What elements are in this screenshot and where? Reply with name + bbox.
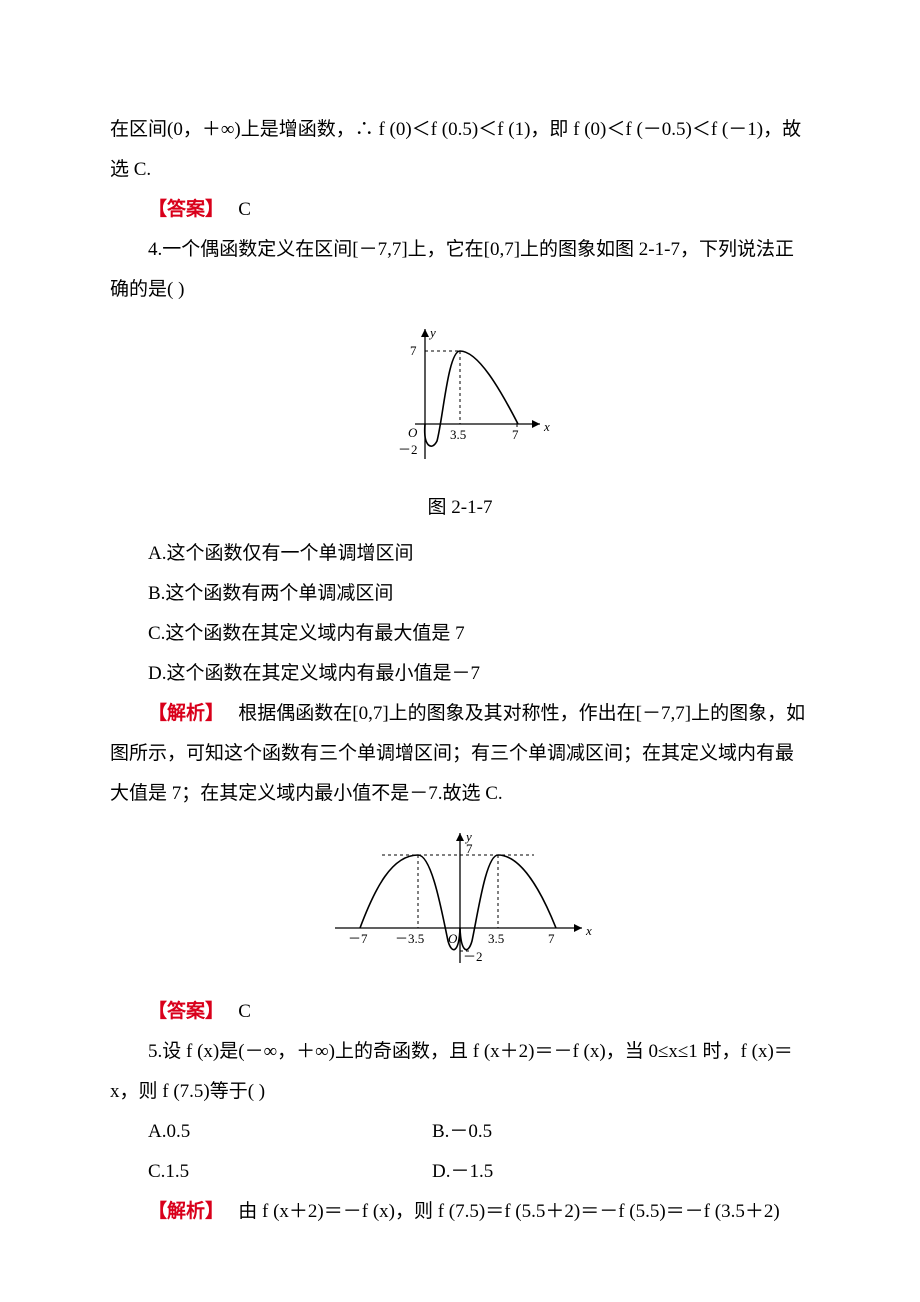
q5-stem-p1: 设 [162, 1041, 186, 1062]
q5-option-d: D.－1.5 [432, 1152, 754, 1192]
q5-stem-p2: f (x)是(－∞，＋∞)上的奇函数，且 f (x＋2)＝－f (x)，当 0≤… [110, 1041, 793, 1102]
q4-analysis: 【解析】 根据偶函数在[0,7]上的图象及其对称性，作出在[－7,7]上的图象，… [110, 694, 810, 814]
x-axis-label: x [543, 419, 550, 434]
q4-answer-value: C [238, 1001, 251, 1022]
ytick-neg2: －2 [463, 949, 483, 964]
q5-option-b: B.－0.5 [432, 1112, 754, 1152]
q5-options-row2: C.1.5 D.－1.5 [110, 1152, 810, 1192]
q4-figure-1: y x O 7 －2 3.5 7 [110, 319, 810, 484]
answer-tag: 【答案】 [148, 199, 224, 220]
q5-analysis-text: 由 f (x＋2)＝－f (x)，则 f (7.5)＝f (5.5＋2)＝－f … [238, 1201, 779, 1222]
q3-cont-text: 在区间(0，＋∞)上是增函数，∴ f (0)＜f (0.5)＜f (1)，即 f… [110, 119, 801, 180]
xtick-35: 3.5 [450, 427, 466, 442]
q4-option-b: B.这个函数有两个单调减区间 [110, 574, 810, 614]
q4-options: A.这个函数仅有一个单调增区间 B.这个函数有两个单调减区间 C.这个函数在其定… [110, 534, 810, 694]
page: 在区间(0，＋∞)上是增函数，∴ f (0)＜f (0.5)＜f (1)，即 f… [0, 0, 920, 1302]
q5-options-row1: A.0.5 B.－0.5 [110, 1112, 810, 1152]
q4-option-a: A.这个函数仅有一个单调增区间 [110, 534, 810, 574]
q3-answer-value: C [238, 199, 251, 220]
xtick-35: 3.5 [488, 931, 504, 946]
analysis-tag: 【解析】 [148, 1201, 224, 1222]
q5-stem: 5.设 f (x)是(－∞，＋∞)上的奇函数，且 f (x＋2)＝－f (x)，… [110, 1032, 810, 1112]
q4-option-d: D.这个函数在其定义域内有最小值是－7 [110, 654, 810, 694]
q5-analysis: 【解析】 由 f (x＋2)＝－f (x)，则 f (7.5)＝f (5.5＋2… [110, 1192, 810, 1232]
q5-number: 5. [148, 1041, 162, 1062]
answer-tag: 【答案】 [148, 1001, 224, 1022]
xtick-7: 7 [548, 931, 555, 946]
x-axis-label: x [585, 923, 592, 938]
q4-stem-text: 一个偶函数定义在区间[－7,7]上，它在[0,7]上的图象如图 2-1-7，下列… [110, 239, 794, 300]
xtick-neg7: －7 [348, 931, 368, 946]
graph-icon: y x O 7 －2 3.5 7 [360, 319, 560, 469]
q5-option-a: A.0.5 [110, 1112, 432, 1152]
q4-option-c: C.这个函数在其定义域内有最大值是 7 [110, 614, 810, 654]
q4-fig-caption: 图 2-1-7 [110, 488, 810, 528]
ytick-7: 7 [410, 343, 417, 358]
xtick-7: 7 [512, 427, 519, 442]
q3-answer-line: 【答案】 C [110, 190, 810, 230]
y-axis-label: y [428, 325, 436, 340]
origin-label: O [408, 425, 418, 440]
q4-figure-2: y x O 7 －2 －7 －3.5 3.5 7 [110, 823, 810, 988]
ytick-7: 7 [466, 841, 473, 856]
q4-answer-line: 【答案】 C [110, 992, 810, 1032]
graph-icon: y x O 7 －2 －7 －3.5 3.5 7 [320, 823, 600, 973]
q5-option-c: C.1.5 [110, 1152, 432, 1192]
ytick-neg2: －2 [398, 442, 418, 457]
q4-number: 4. [148, 239, 162, 260]
xtick-neg35: －3.5 [395, 931, 424, 946]
q4-stem: 4.一个偶函数定义在区间[－7,7]上，它在[0,7]上的图象如图 2-1-7，… [110, 230, 810, 310]
q3-continuation: 在区间(0，＋∞)上是增函数，∴ f (0)＜f (0.5)＜f (1)，即 f… [110, 110, 810, 190]
analysis-tag: 【解析】 [148, 703, 224, 724]
